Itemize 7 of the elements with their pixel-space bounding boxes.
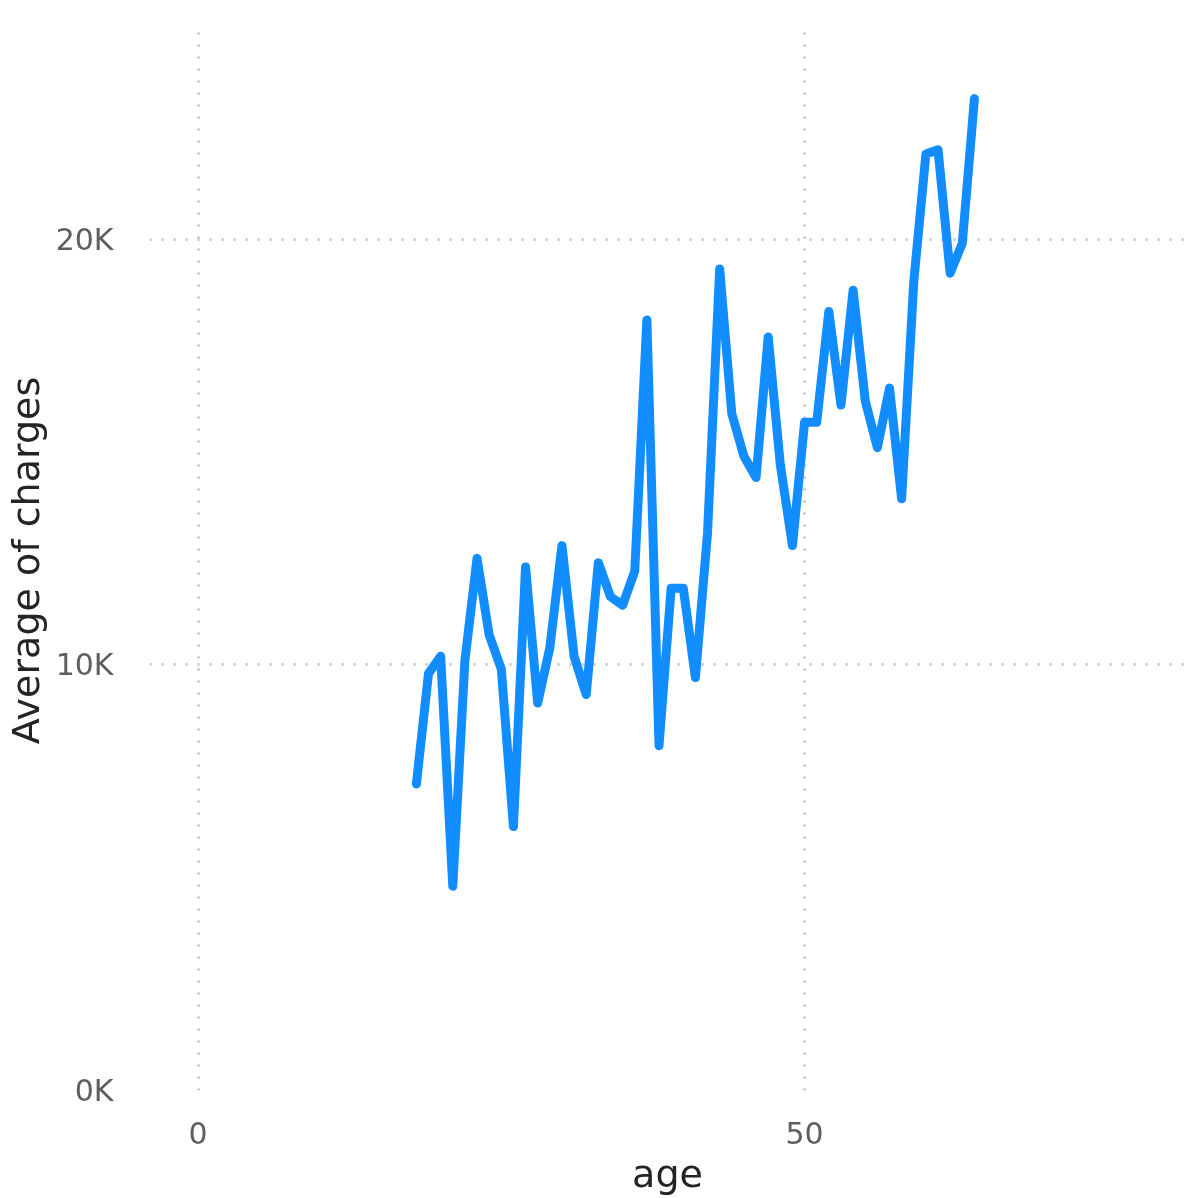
y-tick-label: 0K [74,1073,115,1108]
x-tick-label: 50 [785,1115,824,1151]
x-axis-title: age [632,1151,703,1196]
x-tick-label: 0 [188,1115,208,1151]
y-axis-title: Average of charges [3,376,48,745]
y-tick-label: 20K [55,221,115,257]
y-tick-label: 10K [55,647,115,683]
